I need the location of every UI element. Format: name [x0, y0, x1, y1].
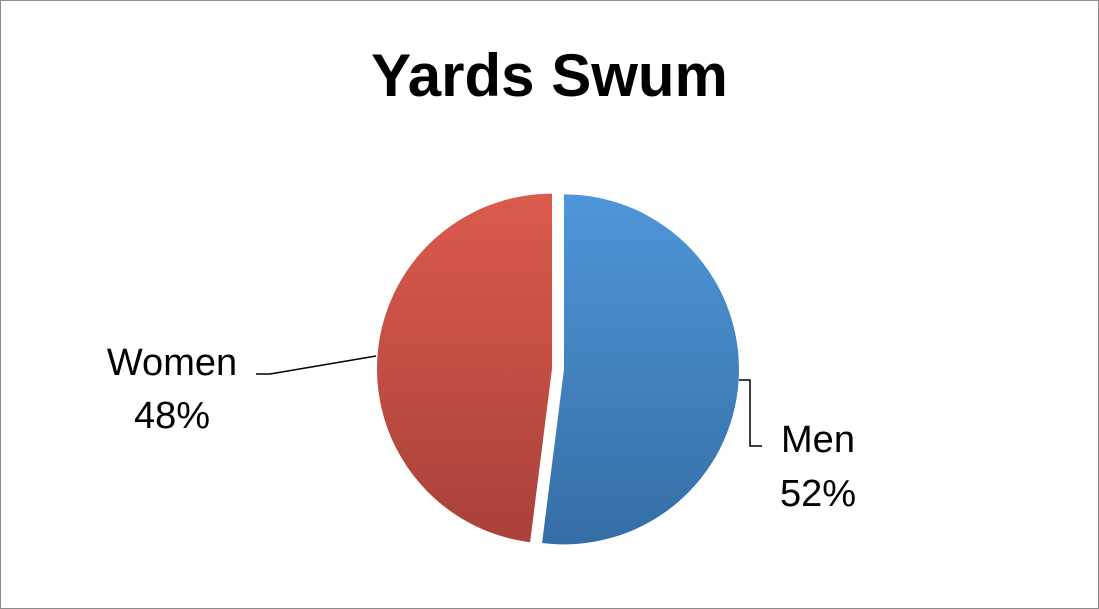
pie-slice-men — [542, 194, 739, 545]
pie-slice-women — [377, 193, 553, 543]
slice-label-men-name: Men — [781, 419, 855, 461]
slice-label-women-name: Women — [107, 342, 237, 384]
chart-title: Yards Swum — [371, 42, 728, 109]
leader-line-women — [256, 355, 377, 375]
slice-label-women-pct: 48% — [134, 395, 210, 437]
leader-line-men — [739, 379, 762, 447]
slice-label-men-pct: 52% — [780, 473, 856, 515]
